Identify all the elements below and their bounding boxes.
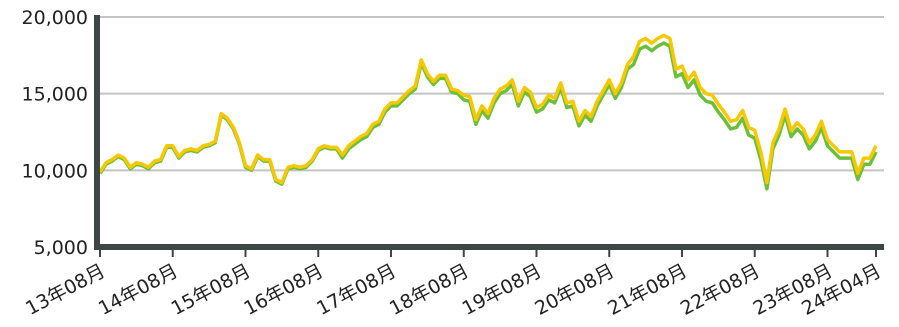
- x-tick-label: 22年08月: [677, 260, 764, 320]
- y-tick-label: 20,000: [22, 7, 88, 29]
- x-tick-label: 20年08月: [531, 260, 618, 320]
- x-tick-label: 17年08月: [313, 260, 400, 320]
- series-line: [98, 41, 878, 191]
- x-tick-label: 14年08月: [95, 260, 182, 320]
- y-tick-label: 5,000: [34, 237, 88, 259]
- x-tick-label: 13年08月: [22, 260, 109, 320]
- x-tick-label: 18年08月: [386, 260, 473, 320]
- y-tick-label: 10,000: [22, 160, 88, 182]
- y-tick-label: 15,000: [22, 84, 88, 106]
- series-line: [98, 33, 878, 185]
- x-tick-label: 15年08月: [168, 260, 255, 320]
- x-tick-label: 16年08月: [240, 260, 327, 320]
- x-tick-label: 21年08月: [604, 260, 691, 320]
- x-tick-label: 19年08月: [459, 260, 546, 320]
